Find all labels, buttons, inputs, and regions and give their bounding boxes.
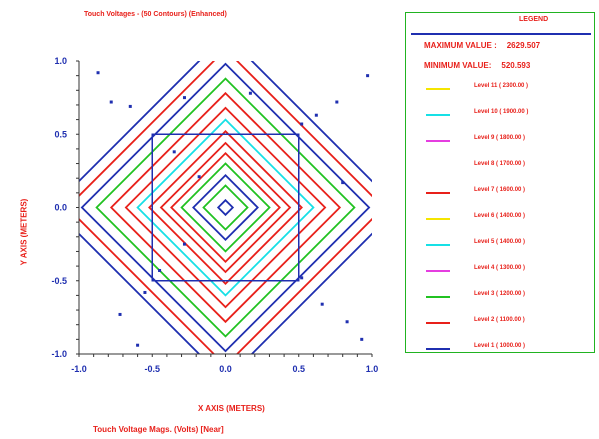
contour-line xyxy=(109,91,342,324)
legend-header: LEGEND xyxy=(519,16,549,23)
legend-level-label: Level 1 ( 1000.00 ) xyxy=(474,343,526,349)
legend-level-swatch xyxy=(426,114,450,116)
contour-lines xyxy=(79,61,372,354)
legend-level-label: Level 2 ( 1100.00 ) xyxy=(474,317,525,323)
legend-level-label: Level 7 ( 1600.00 ) xyxy=(474,187,526,193)
y-tick-label: -0.5 xyxy=(51,276,67,286)
x-tick-label: 0.5 xyxy=(292,364,305,374)
legend-level-label: Level 3 ( 1200.00 ) xyxy=(474,291,526,297)
data-markers xyxy=(96,71,370,347)
legend-level-row: Level 7 ( 1600.00 ) xyxy=(426,187,596,197)
legend-level-row: Level 4 ( 1300.00 ) xyxy=(426,265,596,275)
contour-line xyxy=(79,61,372,354)
legend-level-swatch xyxy=(426,322,450,324)
data-marker xyxy=(172,150,176,154)
max-value-label: MAXIMUM VALUE : xyxy=(424,41,497,50)
legend-level-swatch xyxy=(426,140,450,142)
contour-line xyxy=(124,106,327,309)
legend-level-row: Level 10 ( 1900.00 ) xyxy=(426,109,596,119)
y-tick-label: -1.0 xyxy=(51,349,67,359)
y-tick-label: 0.5 xyxy=(54,129,67,139)
max-value: 2629.507 xyxy=(506,41,541,50)
y-tick-label: 0.0 xyxy=(54,203,67,213)
legend-level-swatch xyxy=(426,296,450,298)
legend-level-label: Level 8 ( 1700.00 ) xyxy=(474,161,526,167)
contour-line xyxy=(170,152,281,263)
legend-level-row: Level 9 ( 1800.00 ) xyxy=(426,135,596,145)
min-value-label: MINIMUM VALUE: xyxy=(424,61,492,70)
legend-level-swatch xyxy=(426,348,450,350)
legend-level-swatch xyxy=(426,270,450,272)
x-tick-label: -0.5 xyxy=(144,364,160,374)
data-marker xyxy=(136,343,140,347)
min-value: 520.593 xyxy=(501,61,531,70)
legend-level-label: Level 6 ( 1400.00 ) xyxy=(474,213,526,219)
plot-footer: Touch Voltage Mags. (Volts) [Near] xyxy=(93,425,224,434)
data-marker xyxy=(109,100,113,104)
x-axis-label: X AXIS (METERS) xyxy=(198,404,265,413)
legend-level-row: Level 6 ( 1400.00 ) xyxy=(426,213,596,223)
data-marker xyxy=(320,302,324,306)
data-marker xyxy=(143,290,147,294)
legend-level-swatch xyxy=(426,192,450,194)
data-marker xyxy=(314,113,318,117)
data-marker xyxy=(345,320,349,324)
data-marker xyxy=(96,71,100,75)
legend-level-swatch xyxy=(426,166,450,168)
axes: -1.0 -0.5 0.0 0.5 1.0 -1.0 -0.5 0.0 0.5 1.0 xyxy=(51,56,378,374)
data-marker xyxy=(118,312,122,316)
legend-level-swatch xyxy=(426,218,450,220)
legend-level-row: Level 2 ( 1100.00 ) xyxy=(426,317,596,327)
contour-line xyxy=(80,62,371,353)
grid-outline xyxy=(151,133,300,282)
contour-line xyxy=(192,174,259,241)
x-tick-label: 0.0 xyxy=(219,364,232,374)
legend-level-row: Level 3 ( 1200.00 ) xyxy=(426,291,596,301)
legend-level-label: Level 11 ( 2300.00 ) xyxy=(474,83,529,89)
data-marker xyxy=(182,96,186,100)
data-marker xyxy=(341,181,345,185)
legend-level-label: Level 9 ( 1800.00 ) xyxy=(474,135,526,141)
chart-title: Touch Voltages - (50 Contours) (Enhanced… xyxy=(84,11,227,18)
y-axis-label: Y AXIS (METERS) xyxy=(19,198,29,266)
contour-line xyxy=(95,77,356,338)
data-marker xyxy=(182,242,186,246)
contour-line xyxy=(136,118,315,297)
contour-line xyxy=(79,61,372,354)
data-marker xyxy=(248,91,252,95)
contour-line xyxy=(180,162,271,253)
legend-box: LEGEND MAXIMUM VALUE : 2629.507 MINIMUM V… xyxy=(405,12,595,353)
x-tick-label: 1.0 xyxy=(366,364,379,374)
contour-line xyxy=(216,198,235,217)
legend-level-row: Level 1 ( 1000.00 ) xyxy=(426,343,596,353)
y-tick-label: 1.0 xyxy=(54,56,67,66)
data-marker xyxy=(300,122,304,126)
max-value-row: MAXIMUM VALUE : 2629.507 xyxy=(424,41,540,50)
data-marker xyxy=(360,337,364,341)
legend-level-row: Level 8 ( 1700.00 ) xyxy=(426,161,596,171)
min-value-row: MINIMUM VALUE: 520.593 xyxy=(424,61,530,70)
legend-level-row: Level 11 ( 2300.00 ) xyxy=(426,83,596,93)
data-marker xyxy=(335,100,339,104)
legend-level-label: Level 10 ( 1900.00 ) xyxy=(474,109,529,115)
contour-line xyxy=(202,184,249,231)
legend-level-row: Level 5 ( 1400.00 ) xyxy=(426,239,596,249)
data-marker xyxy=(197,175,201,179)
data-marker xyxy=(366,74,370,78)
legend-level-swatch xyxy=(426,244,450,246)
legend-header-line xyxy=(411,33,591,35)
data-marker xyxy=(300,276,304,280)
x-tick-label: -1.0 xyxy=(71,364,87,374)
legend-level-label: Level 4 ( 1300.00 ) xyxy=(474,265,526,271)
contour-line xyxy=(148,130,303,285)
data-marker xyxy=(158,268,162,272)
legend-level-label: Level 5 ( 1400.00 ) xyxy=(474,239,526,245)
contour-line xyxy=(159,141,292,274)
data-marker xyxy=(128,104,132,108)
legend-level-swatch xyxy=(426,88,450,90)
